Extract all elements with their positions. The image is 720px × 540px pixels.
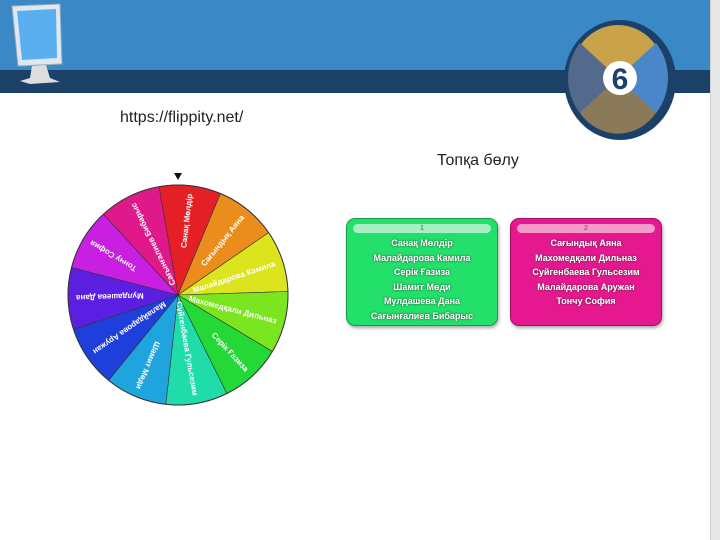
page-title: Топқа бөлу (437, 152, 519, 169)
group-card-2: 2 Сағындық Аяна Махомедқали Дильназ Суйгенб… (510, 218, 662, 326)
group-member: Махомедқали Дильназ (535, 252, 637, 263)
wheel-rim (67, 184, 289, 406)
monitor-icon (11, 3, 63, 84)
group-member: Шамит Мөди (393, 281, 451, 292)
url-link[interactable]: https://flippity.net/ (120, 109, 244, 126)
group-member: Тончу София (556, 296, 616, 306)
logo-six-icon: 6 (564, 20, 676, 140)
group-member: Суйгенбаева Гульсезим (532, 267, 640, 277)
header-dark-band (0, 70, 710, 93)
group-member: Сағынғалиев Бибарыс (370, 310, 474, 321)
group-member: Мулдашева Дана (383, 296, 461, 306)
pointer-icon (174, 173, 182, 180)
scrollbar[interactable] (710, 0, 720, 540)
group-member: Серік Ғазиза (393, 267, 451, 277)
group-member: Малайдарова Аружан (537, 281, 635, 292)
group-card-1: 1 Санақ Мөлдір Малайдарова Камила Серік Ғаз… (346, 218, 498, 326)
group-member: Малайдарова Камила (373, 252, 471, 263)
wheel-slice-label: Мулдашева Дана (75, 291, 143, 302)
group-member: Санақ Мөлдір (391, 238, 453, 248)
group-label: 2 (517, 224, 655, 233)
group-member: Сағындық Аяна (550, 238, 622, 248)
group-label: 1 (353, 224, 491, 233)
svg-text:6: 6 (612, 63, 629, 96)
